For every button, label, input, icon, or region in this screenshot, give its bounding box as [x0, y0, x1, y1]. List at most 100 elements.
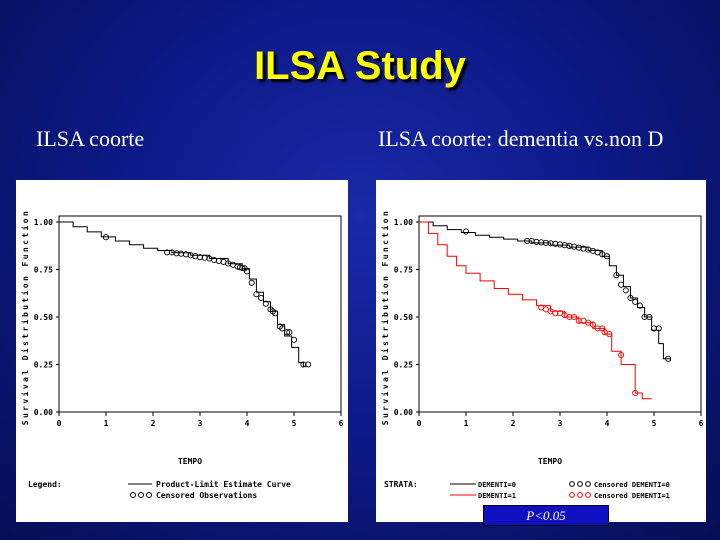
censored-marker: [618, 351, 625, 359]
censored-marker: [547, 240, 554, 247]
censored-marker: [533, 238, 540, 246]
legend-label: DEMENTI=0: [478, 481, 516, 489]
censored-marker: [243, 268, 251, 275]
censored-marker: [650, 325, 658, 332]
x-tick-label: 5: [652, 419, 657, 428]
y-axis-label: Survival Distribution Function: [20, 209, 30, 426]
x-tick-label: 2: [511, 419, 516, 428]
survival-curve: [419, 221, 671, 361]
y-tick-label: 1.00: [394, 218, 413, 227]
censored-marker: [542, 239, 549, 246]
censored-marker: [258, 294, 265, 302]
overall-survival-chart: 0.00 0.25 0.50 0.75 1.00 0 1 2 3 4 5 6 Survival Dist…: [20, 209, 344, 500]
p-value-box: P<0.05: [483, 505, 609, 526]
legend-label: Censored DEMENTI=1: [594, 492, 670, 500]
censored-marker: [603, 253, 611, 260]
censored-marker: [622, 287, 629, 294]
censored-marker: [641, 313, 648, 321]
x-tick-label: 3: [198, 419, 203, 428]
x-tick-label: 2: [151, 419, 156, 428]
x-tick-label: 1: [104, 419, 109, 428]
legend-circle-swatch: [146, 492, 152, 498]
censored-marker: [272, 310, 279, 317]
censored-marker: [262, 300, 269, 307]
censored-marker: [178, 250, 185, 257]
x-tick-label: 1: [464, 419, 469, 428]
censored-marker: [632, 389, 639, 397]
censored-marker: [566, 313, 573, 321]
censored-marker: [606, 331, 613, 338]
right-subtitle: ILSA coorte: dementia vs.non D: [378, 126, 664, 151]
censored-marker: [279, 325, 286, 332]
censored-marker: [655, 325, 662, 332]
x-tick-label: 6: [699, 419, 704, 428]
left-subtitle: ILSA coorte: [36, 126, 145, 151]
legend-label: Censored Observations: [156, 490, 257, 500]
x-axis-label: TEMPO: [538, 457, 562, 466]
censored-marker: [589, 321, 596, 328]
y-tick-label: 0.25: [394, 361, 413, 370]
censored-marker: [164, 249, 171, 256]
y-tick-label: 0.25: [34, 361, 53, 370]
legend-circle-swatch: [585, 481, 591, 487]
censored-marker: [286, 329, 293, 336]
legend-label: Censored DEMENTI=0: [594, 481, 670, 489]
y-tick-label: 0.50: [394, 313, 413, 322]
overall-survival-panel: 0.00 0.25 0.50 0.75 1.00 0 1 2 3 4 5 6 Survival Dist…: [16, 180, 348, 522]
legend-title: STRATA:: [384, 480, 418, 489]
y-tick-label: 0.00: [394, 408, 413, 417]
censored-marker: [524, 237, 531, 245]
x-tick-label: 4: [605, 419, 610, 428]
legend-circle-swatch: [569, 492, 575, 498]
censored-marker: [305, 361, 312, 368]
legend-label: DEMENTI=1: [478, 492, 516, 500]
censored-marker: [253, 291, 260, 298]
y-tick-label: 0.75: [34, 266, 53, 275]
censored-marker: [575, 317, 582, 324]
x-tick-label: 4: [245, 419, 250, 428]
censored-marker: [462, 228, 470, 235]
censored-marker: [571, 313, 578, 321]
legend-circle-swatch: [569, 481, 575, 487]
survival-curve: [59, 221, 309, 367]
dementia-survival-chart: 0.00 0.25 0.50 0.75 1.00 0 1 2 3 4 5 6 Survival Dist…: [380, 209, 704, 500]
censored-marker: [173, 250, 180, 257]
censored-marker: [618, 281, 625, 288]
censored-marker: [665, 355, 672, 362]
y-tick-label: 0.50: [34, 313, 53, 322]
legend-circle-swatch: [577, 492, 583, 498]
censored-marker: [613, 272, 620, 279]
legend-circle-swatch: [138, 492, 144, 498]
censored-marker: [538, 239, 545, 246]
survival-curve: [419, 221, 652, 400]
legend-title: Legend:: [28, 480, 62, 489]
legend-circle-swatch: [585, 492, 591, 498]
x-tick-label: 0: [417, 419, 422, 428]
y-axis-label: Survival Distribution Function: [380, 209, 390, 426]
censored-marker: [552, 240, 559, 247]
plot-frame: [58, 215, 342, 413]
censored-marker: [300, 361, 307, 368]
censored-marker: [290, 336, 298, 343]
x-tick-label: 0: [57, 419, 62, 428]
censored-marker: [102, 234, 110, 241]
slide-title: ILSA Study: [254, 44, 466, 88]
censored-marker: [239, 264, 246, 272]
censored-marker: [632, 298, 639, 305]
y-tick-label: 1.00: [34, 218, 53, 227]
censored-marker: [248, 279, 255, 286]
censored-marker: [636, 302, 643, 309]
censored-marker: [594, 325, 601, 332]
legend-circle-swatch: [577, 481, 583, 487]
x-tick-label: 3: [558, 419, 563, 428]
censored-marker: [627, 294, 634, 302]
censored-marker: [283, 329, 291, 336]
censored-marker: [552, 310, 559, 317]
x-tick-label: 6: [339, 419, 344, 428]
y-tick-label: 0.00: [34, 408, 53, 417]
y-tick-label: 0.75: [394, 266, 413, 275]
x-axis-label: TEMPO: [178, 457, 202, 466]
legend-label: Product-Limit Estimate Curve: [156, 479, 291, 489]
dementia-survival-panel: 0.00 0.25 0.50 0.75 1.00 0 1 2 3 4 5 6 Survival Dist…: [376, 180, 706, 522]
legend-circle-swatch: [130, 492, 136, 498]
